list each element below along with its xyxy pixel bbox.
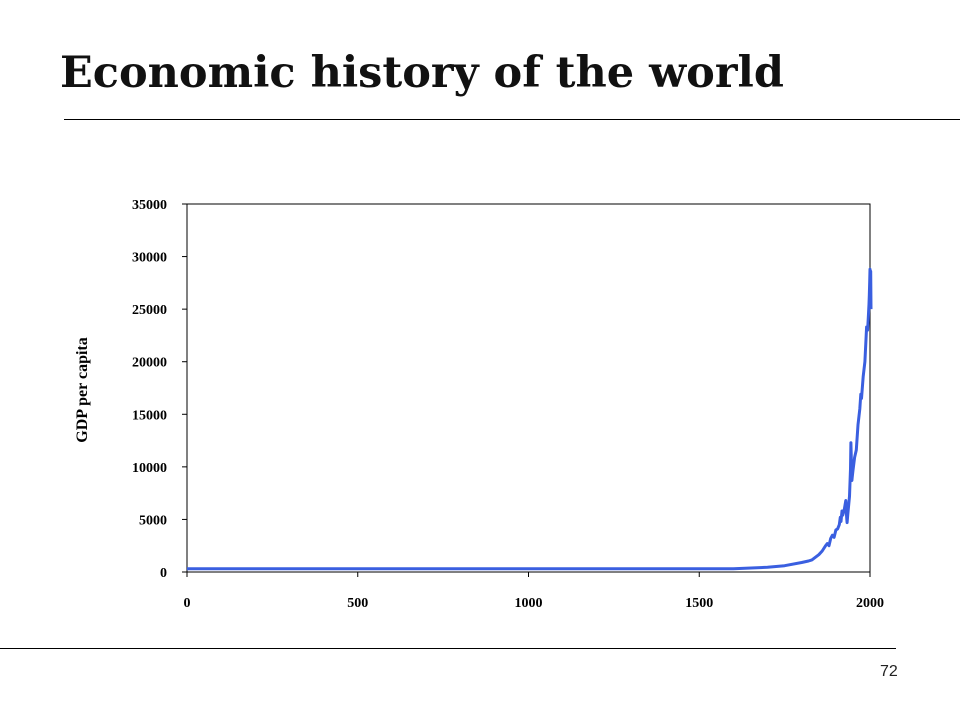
x-tick-label: 2000 xyxy=(856,596,884,611)
y-tick-label: 25000 xyxy=(132,303,167,318)
y-tick-label: 0 xyxy=(160,566,167,581)
y-tick-label: 5000 xyxy=(139,513,167,528)
plot-frame xyxy=(186,203,871,573)
slide-title: Economic history of the world xyxy=(60,48,784,98)
y-axis-label: GDP per capita xyxy=(74,337,91,442)
footer-rule xyxy=(0,648,896,649)
y-tick-label: 15000 xyxy=(132,408,167,423)
y-tick-label: 35000 xyxy=(132,198,167,213)
x-tick-label: 0 xyxy=(184,596,191,611)
series-line xyxy=(187,267,873,571)
x-tick-label: 1000 xyxy=(515,596,543,611)
page-number: 72 xyxy=(880,663,898,680)
x-tick-label: 1500 xyxy=(685,596,713,611)
y-tick-label: 10000 xyxy=(132,461,167,476)
y-tick-label: 20000 xyxy=(132,356,167,371)
title-underline xyxy=(64,119,960,120)
x-tick-label: 500 xyxy=(347,596,368,611)
y-tick-label: 30000 xyxy=(132,251,167,266)
